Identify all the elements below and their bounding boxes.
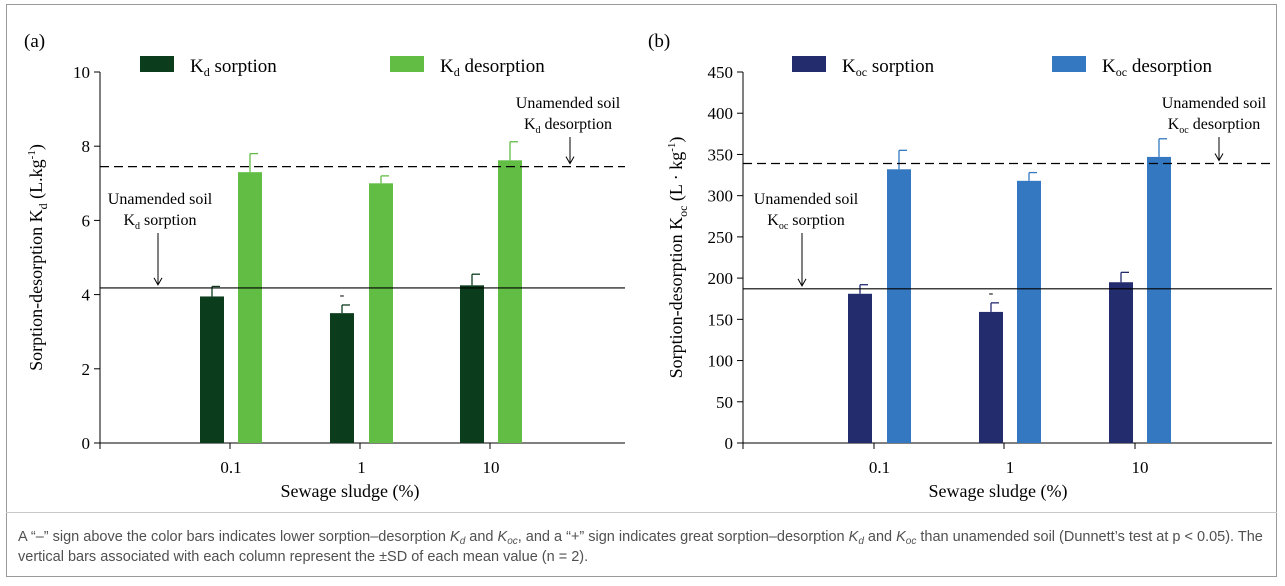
reference-label-sorption: Unamended soil bbox=[754, 191, 859, 208]
reference-arrowhead-desorption bbox=[565, 156, 575, 165]
legend-label-sorption: Kd sorption bbox=[190, 56, 277, 79]
reference-sublabel-sorption: Koc sorption bbox=[767, 212, 844, 232]
caption-divider bbox=[6, 512, 1277, 513]
y-tick-label: 6 bbox=[82, 211, 91, 230]
reference-sublabel-sorption: Kd sorption bbox=[123, 212, 196, 232]
reference-sublabel-desorption: Koc desorption bbox=[1168, 116, 1261, 136]
legend-label-sorption: Koc sorption bbox=[842, 56, 935, 79]
legend-swatch-desorption bbox=[1052, 56, 1086, 72]
significance-sign: - bbox=[989, 286, 994, 301]
y-axis-label: Sorption-desorption Kd (L.kg-1) bbox=[26, 144, 50, 371]
reference-label-sorption: Unamended soil bbox=[108, 191, 213, 208]
reference-sublabel-desorption: Kd desorption bbox=[524, 116, 612, 136]
legend-swatch-sorption bbox=[140, 56, 174, 72]
bar-sorption bbox=[200, 296, 224, 443]
y-tick-label: 200 bbox=[708, 269, 734, 288]
figure-caption: A “–” sign above the color bars indicate… bbox=[18, 529, 1263, 565]
y-tick-label: 450 bbox=[708, 63, 734, 82]
bar-desorption bbox=[238, 172, 262, 444]
x-axis-label: Sewage sludge (%) bbox=[281, 481, 420, 502]
figure-frame bbox=[6, 4, 1277, 577]
bar-sorption bbox=[848, 293, 872, 443]
legend-label-desorption: Koc desorption bbox=[1102, 56, 1213, 79]
x-axis-label: Sewage sludge (%) bbox=[929, 481, 1068, 502]
y-tick-label: 8 bbox=[82, 137, 91, 156]
x-tick-label: 1 bbox=[357, 458, 366, 477]
y-tick-label: 350 bbox=[708, 145, 734, 164]
reference-label-desorption: Unamended soil bbox=[1162, 95, 1267, 112]
x-tick-label: 10 bbox=[1132, 458, 1149, 477]
y-tick-label: 50 bbox=[716, 393, 733, 412]
bar-desorption bbox=[498, 160, 522, 443]
x-tick-label: 10 bbox=[483, 458, 500, 477]
panel-label: (b) bbox=[648, 31, 670, 52]
y-tick-label: 150 bbox=[708, 310, 734, 329]
legend-swatch-sorption bbox=[792, 56, 826, 72]
y-tick-label: 10 bbox=[73, 63, 90, 82]
y-tick-label: 2 bbox=[82, 360, 91, 379]
y-tick-label: 4 bbox=[82, 286, 91, 305]
bar-desorption bbox=[1017, 180, 1041, 443]
bar-desorption bbox=[1147, 156, 1171, 443]
y-tick-label: 300 bbox=[708, 187, 734, 206]
x-tick-label: 0.1 bbox=[869, 458, 890, 477]
y-tick-label: 0 bbox=[82, 434, 91, 453]
bar-desorption bbox=[369, 183, 393, 444]
bar-sorption bbox=[330, 313, 354, 443]
y-axis-label: Sorption-desorption Koc (L · kg-1) bbox=[666, 137, 690, 379]
significance-sign: - bbox=[340, 288, 345, 303]
reference-label-desorption: Unamended soil bbox=[516, 95, 621, 112]
reference-arrowhead-sorption bbox=[153, 277, 163, 286]
bar-desorption bbox=[887, 169, 911, 444]
legend-swatch-desorption bbox=[390, 56, 424, 72]
bar-sorption bbox=[1109, 282, 1133, 443]
y-tick-label: 0 bbox=[725, 434, 734, 453]
legend-label-desorption: Kd desorption bbox=[440, 56, 545, 79]
bar-sorption bbox=[979, 311, 1003, 443]
y-tick-label: 100 bbox=[708, 352, 734, 371]
x-tick-label: 1 bbox=[1006, 458, 1015, 477]
reference-arrowhead-desorption bbox=[1214, 153, 1224, 162]
x-tick-label: 0.1 bbox=[220, 458, 241, 477]
bar-sorption bbox=[460, 285, 484, 443]
reference-arrowhead-sorption bbox=[797, 278, 807, 287]
y-tick-label: 400 bbox=[708, 104, 734, 123]
y-tick-label: 250 bbox=[708, 228, 734, 247]
chart-panel-b: (b)0501001502002503003504004500.1110--Un… bbox=[648, 31, 1272, 502]
panel-label: (a) bbox=[24, 31, 45, 52]
